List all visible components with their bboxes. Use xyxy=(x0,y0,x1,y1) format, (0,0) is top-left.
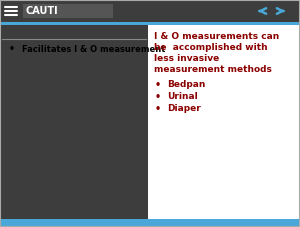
Bar xyxy=(0,22,300,25)
Text: •: • xyxy=(9,44,15,54)
Text: less invasive: less invasive xyxy=(154,54,219,63)
Text: Bedpan: Bedpan xyxy=(167,80,206,89)
Text: Urinal: Urinal xyxy=(167,92,198,101)
Bar xyxy=(0,25,148,219)
Bar xyxy=(0,25,300,219)
Text: Facilitates I & O measurement: Facilitates I & O measurement xyxy=(22,44,165,54)
Bar xyxy=(148,25,300,219)
Bar xyxy=(23,4,113,18)
Bar xyxy=(0,0,300,22)
Text: be  accomplished with: be accomplished with xyxy=(154,43,268,52)
Text: I & O measurements can: I & O measurements can xyxy=(154,32,279,41)
Text: measurement methods: measurement methods xyxy=(154,65,272,74)
Text: •: • xyxy=(155,92,161,102)
Text: •: • xyxy=(155,104,161,114)
Bar xyxy=(0,219,300,227)
Text: CAUTI: CAUTI xyxy=(26,6,58,16)
Text: •: • xyxy=(155,80,161,90)
Text: Diaper: Diaper xyxy=(167,104,201,113)
